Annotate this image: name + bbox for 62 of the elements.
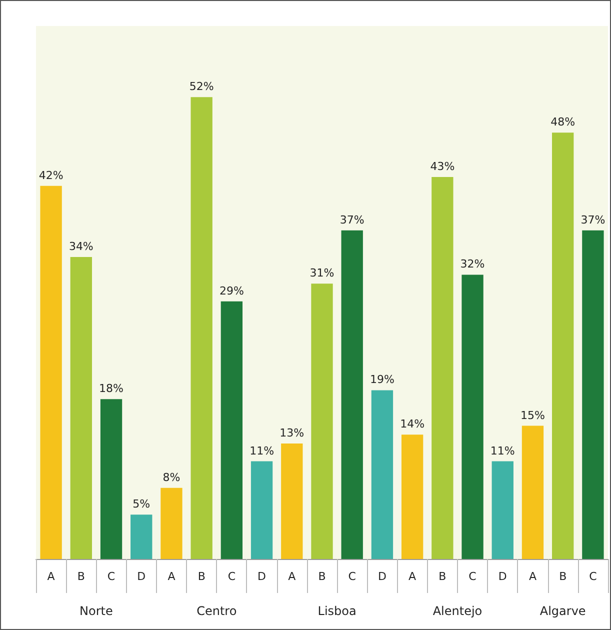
data-label: 8%	[162, 470, 180, 484]
data-label: 18%	[99, 382, 124, 396]
data-label: 37%	[580, 213, 606, 226]
text: Lisboa	[318, 604, 356, 618]
data-label: 19%	[370, 373, 394, 386]
x-tick-label: D	[378, 570, 386, 583]
data-label: 31%	[310, 266, 334, 280]
data-label: 37%	[340, 213, 364, 226]
x-tick-label: A	[288, 570, 296, 583]
data-label: 43%	[430, 160, 455, 174]
bar	[492, 461, 514, 559]
bar	[281, 444, 303, 559]
bar	[100, 399, 122, 559]
x-tick-label: D	[498, 570, 507, 583]
x-tick-label: B	[438, 570, 446, 583]
data-label: 52%	[189, 80, 214, 94]
x-tick-label: D	[137, 570, 146, 583]
bar	[552, 132, 574, 559]
data-label: 5%	[132, 498, 150, 511]
data-label: 11%	[490, 444, 515, 458]
bar	[40, 186, 62, 559]
text: Centro	[196, 604, 237, 618]
x-tick-label: B	[77, 570, 85, 583]
data-label: 14%	[400, 418, 425, 431]
bar	[341, 230, 363, 559]
text: Algarve	[540, 604, 586, 618]
x-tick-label: C	[589, 570, 598, 583]
x-tick-label: D	[258, 570, 266, 583]
data-label: 48%	[550, 116, 576, 129]
data-label: 34%	[68, 240, 94, 253]
bar	[190, 97, 212, 559]
bar	[432, 177, 454, 559]
bar	[130, 514, 152, 559]
data-label: 11%	[250, 444, 274, 458]
bar	[220, 301, 243, 559]
data-label: 42%	[38, 168, 64, 182]
bar	[250, 461, 273, 559]
bar	[371, 390, 394, 559]
bar	[70, 256, 92, 559]
x-tick-label: C	[468, 570, 477, 583]
x-tick-label: B	[318, 570, 326, 583]
x-tick-label: B	[198, 570, 206, 583]
x-tick-label: A	[528, 570, 537, 583]
data-label: 32%	[460, 258, 485, 271]
x-tick-label: A	[408, 570, 417, 583]
bar	[462, 274, 484, 559]
text: Norte	[80, 604, 113, 618]
x-tick-label: B	[559, 570, 567, 583]
bar	[160, 488, 182, 559]
bar	[522, 426, 544, 559]
data-label: 29%	[219, 284, 244, 298]
x-tick-label: C	[228, 570, 236, 583]
text: Alentejo	[432, 604, 482, 618]
bar	[582, 230, 604, 559]
x-tick-label: C	[107, 570, 116, 583]
x-tick-label: C	[348, 570, 356, 583]
x-tick-label: A	[47, 570, 56, 583]
x-tick-label: A	[168, 570, 176, 583]
bar	[311, 284, 333, 559]
bar	[401, 434, 424, 559]
data-label: 13%	[280, 426, 304, 440]
data-label: 15%	[520, 408, 545, 422]
